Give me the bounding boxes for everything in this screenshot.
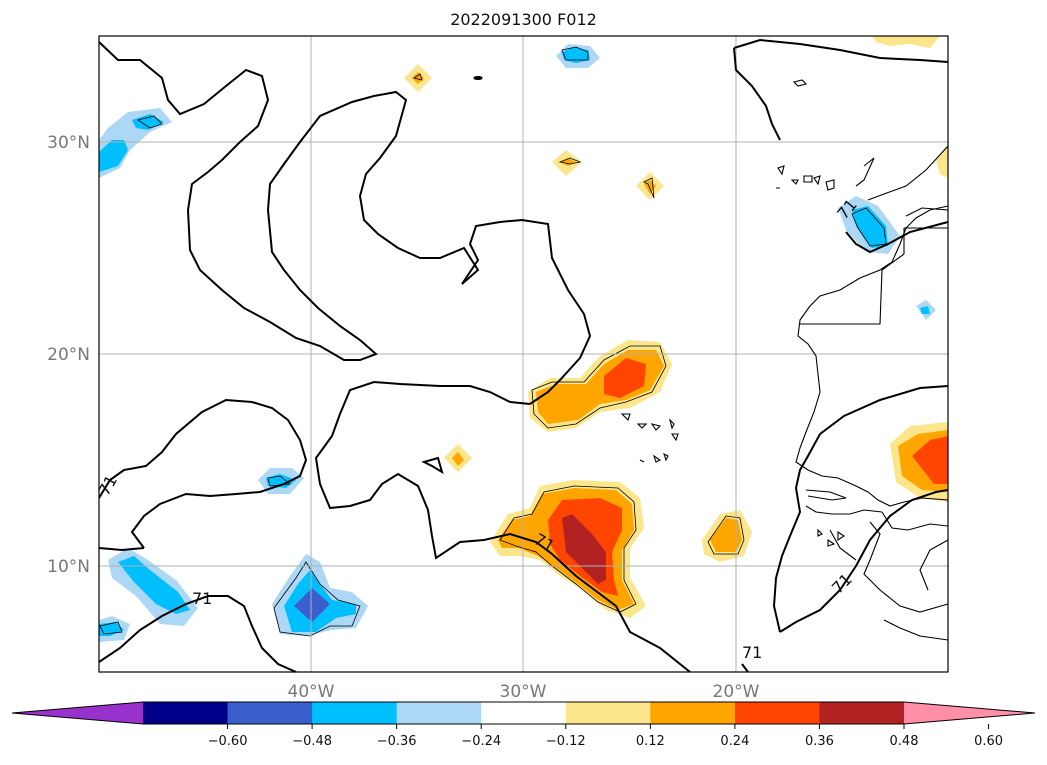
colorbar-segment [819,702,905,724]
colorbar-segment [734,702,820,724]
colorbar-tick-label: −0.12 [546,734,586,749]
colorbar: −0.60 −0.48 −0.36 −0.24 −0.12 0.12 0.24 0.36 0.4… [11,701,1036,749]
colorbar-segment [396,702,482,724]
colorbar-tick-label: 0.60 [974,734,1003,749]
contour-label: 71 [742,643,762,662]
lon-label-40w: 40°W [288,682,335,702]
lat-label-20n: 20°N [47,345,90,365]
colorbar-tick-label: −0.24 [461,734,501,749]
colorbar-tick-label: 0.24 [720,734,749,749]
colorbar-tick-label: 0.12 [636,734,665,749]
negative-shading [99,44,936,642]
colorbar-extend-low [12,702,143,724]
colorbar-segment [312,702,398,724]
lat-labels: 30°N 20°N 10°N [47,133,90,577]
lon-label-30w: 30°W [500,682,547,702]
coastlines [795,145,949,641]
colorbar-extend-high [904,702,1035,724]
islands [473,75,845,547]
map-plot-area: 71 71 71 71 71 71 [94,35,949,673]
colorbar-segment [565,702,651,724]
colorbar-segment [481,702,567,724]
colorbar-segment [143,702,229,724]
contour-71-lines [98,38,949,673]
colorbar-segment [227,702,313,724]
lon-labels: 40°W 30°W 20°W [288,682,760,702]
lon-label-20w: 20°W [713,682,760,702]
colorbar-tick-label: 0.36 [805,734,834,749]
colorbar-tick-label: −0.48 [292,734,332,749]
map-frame [98,35,949,673]
colorbar-tick-label: −0.60 [208,734,248,749]
lat-label-10n: 10°N [47,557,90,577]
colorbar-tick-label: 0.48 [890,734,919,749]
gridlines [99,36,948,672]
colorbar-segment [650,702,736,724]
positive-shading [404,36,948,618]
colorbar-tick-label: −0.36 [377,734,417,749]
contour-label: 71 [192,589,212,608]
map-title: 2022091300 F012 [450,10,597,29]
lat-label-30n: 30°N [47,133,90,153]
